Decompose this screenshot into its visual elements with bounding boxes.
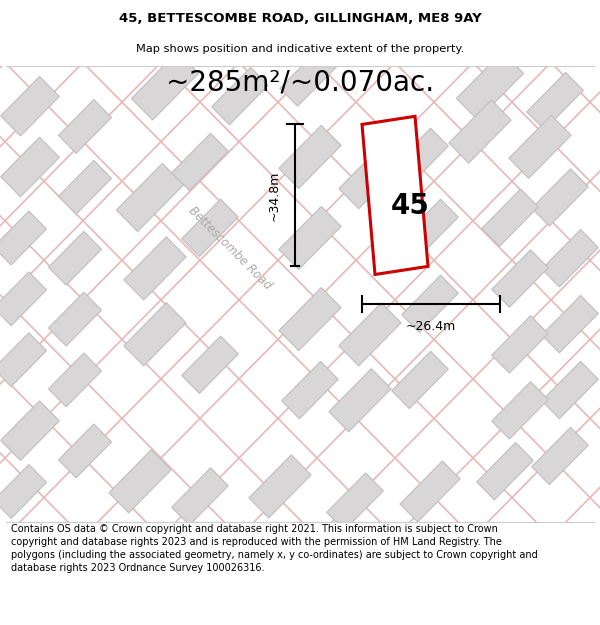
Polygon shape (0, 272, 47, 326)
Polygon shape (282, 361, 338, 419)
Polygon shape (279, 126, 341, 188)
Polygon shape (182, 199, 238, 256)
Text: ~285m²/~0.070ac.: ~285m²/~0.070ac. (166, 68, 434, 96)
Polygon shape (492, 316, 548, 373)
Polygon shape (280, 45, 340, 106)
Polygon shape (1, 401, 59, 461)
Polygon shape (172, 468, 228, 525)
Polygon shape (109, 450, 171, 513)
Polygon shape (1, 138, 59, 197)
Polygon shape (402, 275, 458, 332)
Text: ~34.8m: ~34.8m (268, 170, 281, 221)
Text: 45: 45 (391, 191, 430, 219)
Polygon shape (49, 231, 101, 285)
Polygon shape (392, 128, 448, 186)
Text: ~26.4m: ~26.4m (406, 320, 456, 333)
Polygon shape (492, 250, 548, 308)
Polygon shape (212, 68, 268, 125)
Polygon shape (249, 455, 311, 518)
Polygon shape (509, 115, 571, 178)
Polygon shape (457, 52, 524, 120)
Polygon shape (58, 161, 112, 214)
Polygon shape (482, 189, 538, 246)
Polygon shape (58, 424, 112, 478)
Polygon shape (327, 473, 383, 530)
Polygon shape (532, 428, 588, 484)
Polygon shape (477, 442, 533, 500)
Polygon shape (116, 163, 184, 231)
Polygon shape (0, 211, 47, 265)
Polygon shape (492, 382, 548, 439)
Polygon shape (182, 336, 238, 393)
Polygon shape (402, 199, 458, 256)
Polygon shape (542, 229, 598, 287)
Polygon shape (449, 100, 511, 163)
Polygon shape (542, 361, 598, 419)
Polygon shape (1, 76, 59, 136)
Polygon shape (542, 296, 598, 353)
Text: 45, BETTESCOMBE ROAD, GILLINGHAM, ME8 9AY: 45, BETTESCOMBE ROAD, GILLINGHAM, ME8 9A… (119, 12, 481, 25)
Text: Bettescombe Road: Bettescombe Road (186, 204, 274, 292)
Polygon shape (329, 369, 391, 432)
Polygon shape (131, 52, 199, 120)
Polygon shape (362, 116, 428, 274)
Polygon shape (49, 353, 101, 407)
Polygon shape (279, 288, 341, 351)
Polygon shape (279, 206, 341, 269)
Polygon shape (0, 464, 47, 518)
Polygon shape (49, 292, 101, 346)
Polygon shape (532, 169, 588, 226)
Text: Contains OS data © Crown copyright and database right 2021. This information is : Contains OS data © Crown copyright and d… (11, 524, 538, 574)
Polygon shape (527, 72, 583, 130)
Polygon shape (339, 146, 401, 209)
Polygon shape (0, 332, 47, 386)
Polygon shape (339, 302, 401, 366)
Polygon shape (400, 461, 460, 522)
Polygon shape (124, 302, 186, 366)
Polygon shape (124, 237, 186, 300)
Polygon shape (172, 133, 228, 191)
Text: Map shows position and indicative extent of the property.: Map shows position and indicative extent… (136, 44, 464, 54)
Polygon shape (392, 351, 448, 409)
Polygon shape (58, 99, 112, 153)
